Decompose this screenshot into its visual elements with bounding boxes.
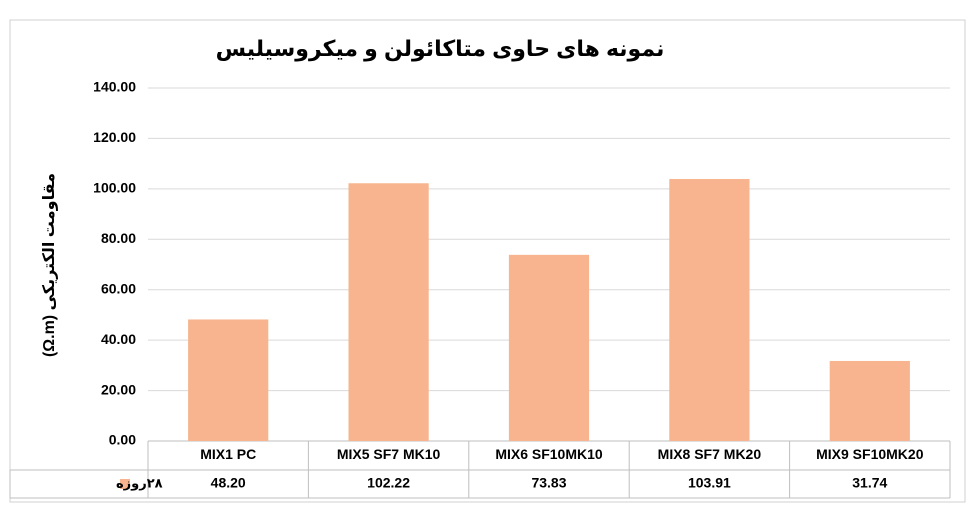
- y-tick-label: 100.00: [93, 180, 136, 196]
- bar: [669, 178, 750, 441]
- y-tick-label: 60.00: [101, 280, 136, 296]
- table-value: 73.83: [531, 475, 566, 491]
- y-tick-label: 140.00: [93, 79, 136, 95]
- chart-title: نمونه های حاوی متاکائولن و میکروسیلیس: [216, 36, 665, 62]
- x-tick-label: MIX6 SF10MK10: [495, 446, 603, 462]
- y-tick-label: 0.00: [109, 432, 136, 448]
- x-tick-label: MIX8 SF7 MK20: [658, 446, 762, 462]
- y-tick-label: 20.00: [101, 381, 136, 397]
- legend-label: ۲۸روزه: [116, 475, 163, 490]
- bar: [188, 319, 269, 441]
- x-tick-label: MIX9 SF10MK20: [816, 446, 924, 462]
- x-tick-label: MIX5 SF7 MK10: [337, 446, 441, 462]
- y-axis-label: مقاومت الکتریکی (Ω.m): [41, 173, 58, 357]
- bar: [829, 360, 910, 441]
- legend-swatch: [120, 479, 130, 489]
- bar: [348, 183, 429, 441]
- bar: [508, 254, 590, 441]
- table-value: 102.22: [367, 475, 410, 491]
- table-value: 48.20: [211, 475, 246, 491]
- y-tick-label: 40.00: [101, 331, 136, 347]
- y-tick-label: 80.00: [101, 230, 136, 246]
- x-tick-label: MIX1 PC: [200, 446, 256, 462]
- table-value: 31.74: [852, 475, 887, 491]
- table-value: 103.91: [688, 475, 731, 491]
- chart-border: [9, 19, 966, 503]
- y-tick-label: 120.00: [93, 129, 136, 145]
